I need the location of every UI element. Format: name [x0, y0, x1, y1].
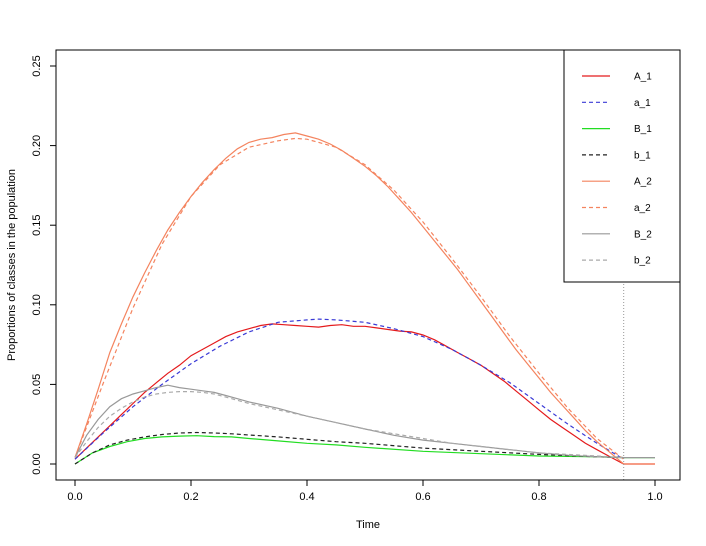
x-tick-label: 0.0: [67, 491, 82, 503]
y-tick-label: 0.15: [31, 214, 43, 235]
x-axis: 0.0 0.2 0.4 0.6 0.8 1.0: [67, 479, 663, 503]
x-tick-label: 0.6: [415, 491, 430, 503]
x-tick-label: 0.4: [299, 491, 314, 503]
legend-label: B_2: [634, 229, 652, 240]
x-tick-label: 1.0: [647, 491, 662, 503]
legend: A_1 a_1 B_1 b_1 A_2 a_2 B_2 b_2: [563, 49, 681, 283]
y-axis-title: Proportions of classes in the population: [6, 169, 18, 361]
legend-label: a_2: [634, 203, 651, 214]
series-layer: [74, 132, 655, 465]
x-tick-label: 0.2: [183, 491, 198, 503]
y-tick-label: 0.25: [31, 55, 43, 76]
legend-label: A_1: [634, 72, 652, 83]
y-tick-label: 0.05: [31, 374, 43, 395]
y-axis: 0.00 0.05 0.10 0.15 0.20 0.25: [31, 55, 57, 475]
series-line-a-1: [74, 323, 655, 465]
legend-label: A_2: [634, 177, 652, 188]
x-axis-title: Time: [356, 519, 380, 531]
legend-label: B_1: [634, 124, 652, 135]
y-tick-label: 0.00: [31, 453, 43, 474]
y-tick-label: 0.20: [31, 135, 43, 156]
series-line-b-1: [74, 435, 655, 465]
legend-label: b_1: [634, 150, 651, 161]
series-line-a-1: [74, 318, 625, 460]
series-line-a-2: [74, 137, 625, 460]
x-tick-label: 0.8: [531, 491, 546, 503]
legend-label: b_2: [634, 256, 651, 267]
y-tick-label: 0.10: [31, 294, 43, 315]
series-line-b-1: [74, 431, 624, 465]
legend-box: [563, 49, 681, 283]
series-line-b-2: [74, 391, 624, 459]
legend-label: a_1: [634, 98, 651, 109]
